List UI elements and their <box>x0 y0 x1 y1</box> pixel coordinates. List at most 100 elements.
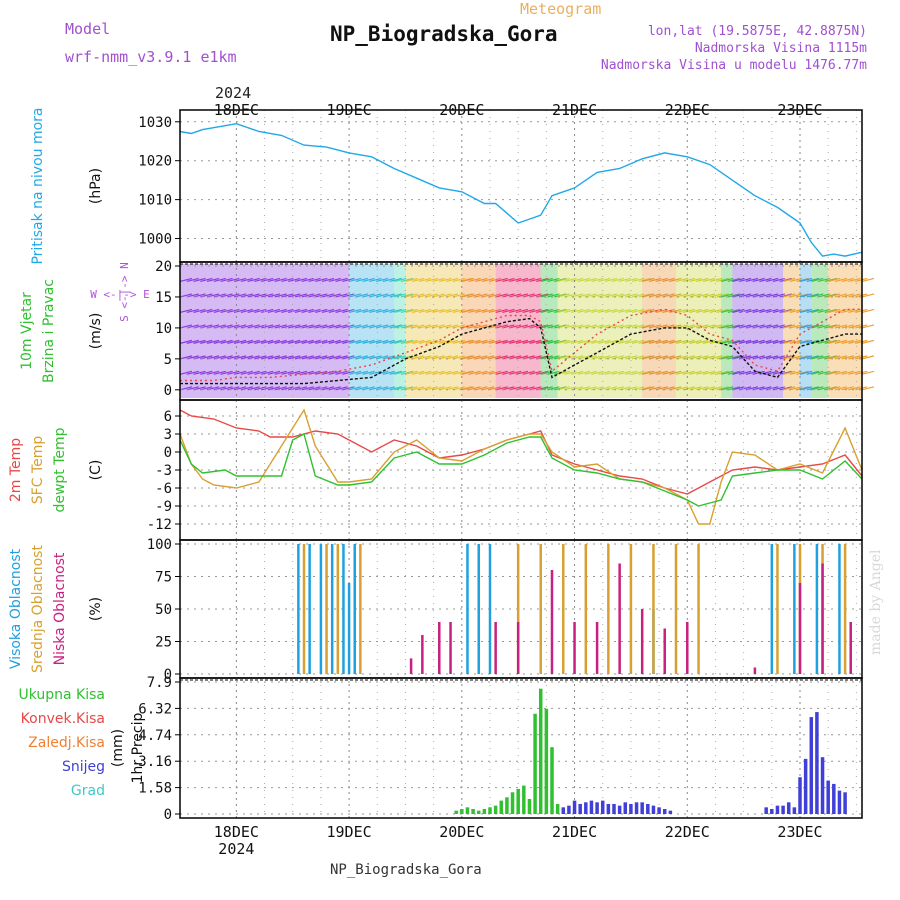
y-tick-label: -3 <box>155 463 172 479</box>
wind-barb <box>642 308 655 314</box>
y-tick-label: 50 <box>155 602 172 618</box>
x-tick-label-bottom: 20DEC <box>439 823 484 841</box>
wind-barb <box>254 386 267 391</box>
wind-barb <box>439 277 452 283</box>
wind-barb <box>425 386 438 391</box>
wind-barb <box>328 370 341 375</box>
bar-high_cloud <box>308 544 311 674</box>
wind-barb <box>321 339 335 344</box>
wind-barb <box>335 370 348 375</box>
bar-low_cloud <box>663 628 666 674</box>
wind-barb <box>716 355 729 360</box>
wind-barb <box>817 386 831 391</box>
wind-barb <box>638 370 651 375</box>
wind-barb <box>611 386 624 391</box>
wind-barb <box>648 339 662 344</box>
bar-precip_snow <box>832 783 836 814</box>
wind-barb <box>841 355 854 360</box>
wind-barb <box>638 355 651 360</box>
wind-direction-legend-vertical: S <-|-> N <box>118 262 131 322</box>
wind-barb <box>425 324 438 329</box>
wind-barb <box>806 308 819 314</box>
wind-barb <box>861 386 875 391</box>
wind-barb <box>213 370 226 375</box>
wind-barb <box>418 324 432 329</box>
wind-barb <box>294 277 308 283</box>
wind-barb <box>495 308 508 314</box>
meteogram-label: Meteogram <box>520 0 602 18</box>
bar-high_cloud <box>342 544 345 674</box>
wind-barb <box>425 370 438 375</box>
wind-barb <box>240 339 254 344</box>
wind-barb <box>461 339 474 344</box>
wind-barb <box>418 339 432 344</box>
wind-barb <box>348 355 362 360</box>
wind-barb <box>288 355 301 360</box>
wind-barb <box>321 324 335 329</box>
wind-barb <box>618 277 631 283</box>
wind-barb <box>254 308 267 314</box>
wind-barb <box>418 277 432 283</box>
wind-barb <box>861 277 875 283</box>
wind-barb <box>638 277 651 283</box>
wind-barb <box>468 386 481 391</box>
wind-barb <box>274 355 287 360</box>
wind-barb <box>425 293 438 298</box>
wind-barb <box>321 370 335 375</box>
wind-barb <box>611 308 624 314</box>
wind-barb <box>267 339 281 344</box>
wind-barb <box>412 324 425 329</box>
wind-barb <box>394 308 407 314</box>
wind-barb <box>811 293 824 298</box>
precip-frame <box>179 677 863 819</box>
series-line-pressure <box>179 122 863 257</box>
wind-barb <box>233 370 247 375</box>
wind-barb <box>648 370 662 375</box>
wind-barb <box>394 386 407 391</box>
model-elevation-label: Nadmorska Visina u modelu 1476.77m <box>600 58 867 73</box>
wind-barb <box>439 355 452 360</box>
wind-barb <box>186 370 199 375</box>
wind-barb <box>745 277 759 283</box>
wind-barb <box>727 277 741 283</box>
wind-barb <box>577 277 591 283</box>
wind-barb <box>604 355 618 360</box>
wind-barb <box>745 339 759 344</box>
wind-barb <box>591 277 604 283</box>
wind-barb <box>439 370 452 375</box>
bar-precip_total <box>505 797 509 814</box>
wind-barb <box>301 277 314 283</box>
wind-barb <box>400 293 414 298</box>
wind-barb <box>348 277 362 283</box>
wind-barb <box>369 386 382 391</box>
wind-barb <box>789 324 803 329</box>
wind-barb <box>806 370 819 375</box>
wind-barb <box>308 277 321 283</box>
wind-barb <box>772 370 786 375</box>
wind-barb <box>709 293 722 298</box>
bar-mid_cloud <box>697 544 700 674</box>
wind-barb-band <box>721 264 733 398</box>
wind-barb <box>522 339 535 344</box>
wind-barb <box>301 308 314 314</box>
wind-barb <box>488 324 502 329</box>
wind-barb <box>288 339 301 344</box>
wind-barb <box>509 308 522 314</box>
wind-barb <box>335 293 348 298</box>
wind-barb <box>732 308 745 314</box>
wind-barb <box>638 386 651 391</box>
wind-barb <box>727 355 741 360</box>
wind-barb-band <box>800 264 812 398</box>
precip-panel: 0 1.58 3.16 4.74 6.32 7.9 (mm) 1hr Precip Ukupna… <box>18 675 863 823</box>
wind-barb <box>604 277 618 283</box>
wind-barb <box>369 370 382 375</box>
wind-barb <box>321 386 335 391</box>
wind-barb <box>720 355 734 360</box>
bar-precip_snow <box>651 805 656 814</box>
wind-barb <box>261 370 274 375</box>
bar-precip_snow <box>770 808 774 814</box>
wind-barb <box>369 324 382 329</box>
wind-barb <box>772 339 786 344</box>
wind-barb <box>294 308 308 314</box>
wind-barb <box>591 370 604 375</box>
